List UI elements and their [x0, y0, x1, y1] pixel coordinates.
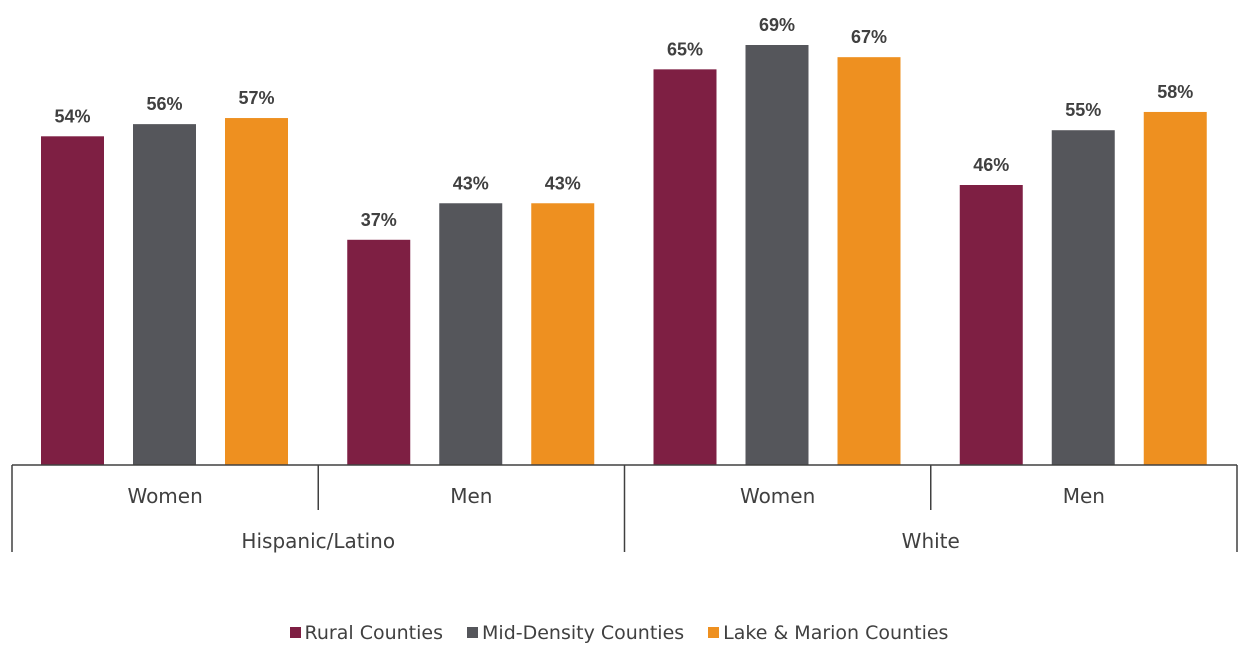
- legend-label-1: Mid-Density Counties: [482, 622, 685, 644]
- data-label-1-3: 55%: [1065, 100, 1101, 120]
- data-label-0-1: 37%: [361, 210, 397, 230]
- legend-swatch-2: [708, 627, 720, 638]
- data-label-0-3: 46%: [973, 155, 1009, 175]
- bar-0-2: [653, 69, 717, 465]
- bar-2-3: [1143, 111, 1207, 466]
- legend-label-0: Rural Counties: [304, 622, 444, 644]
- data-label-1-0: 56%: [146, 94, 182, 114]
- data-label-2-1: 43%: [545, 173, 581, 193]
- data-label-0-0: 54%: [54, 106, 90, 126]
- bar-1-1: [439, 203, 503, 465]
- category-label-1: Men: [450, 484, 492, 508]
- data-label-1-2: 69%: [759, 15, 795, 35]
- category-label-2: Women: [740, 484, 815, 508]
- bar-1-0: [133, 124, 196, 465]
- category-label-3: Men: [1063, 484, 1105, 508]
- legend-item-2: Lake & Marion Counties: [708, 622, 948, 644]
- bar-0-0: [41, 136, 104, 465]
- data-label-2-2: 67%: [851, 27, 887, 47]
- legend: Rural Counties Mid-Density Counties Lake &…: [0, 622, 1238, 644]
- bar-1-2: [745, 45, 809, 465]
- group-label-0: Hispanic/Latino: [241, 529, 395, 553]
- bar-2-0: [225, 118, 288, 465]
- legend-swatch-0: [289, 627, 301, 638]
- data-label-2-0: 57%: [238, 88, 274, 108]
- bar-chart: 54% 37% 65% 46% 56% 43% 69% 55% 57% 43% 67% 58% Wome…: [11, 15, 1238, 553]
- data-label-2-3: 58%: [1157, 82, 1193, 102]
- data-label-0-2: 65%: [667, 39, 703, 59]
- data-label-1-1: 43%: [453, 173, 489, 193]
- bar-0-1: [347, 239, 411, 465]
- legend-item-0: Rural Counties: [289, 622, 444, 644]
- bar-2-1: [531, 203, 595, 465]
- legend-swatch-1: [467, 627, 479, 638]
- category-label-0: Women: [127, 484, 202, 508]
- group-label-1: White: [902, 529, 960, 553]
- bar-2-2: [837, 57, 901, 465]
- legend-label-2: Lake & Marion Counties: [723, 622, 949, 644]
- legend-item-1: Mid-Density Counties: [467, 622, 684, 644]
- bar-0-3: [959, 185, 1023, 465]
- bar-1-3: [1051, 130, 1115, 465]
